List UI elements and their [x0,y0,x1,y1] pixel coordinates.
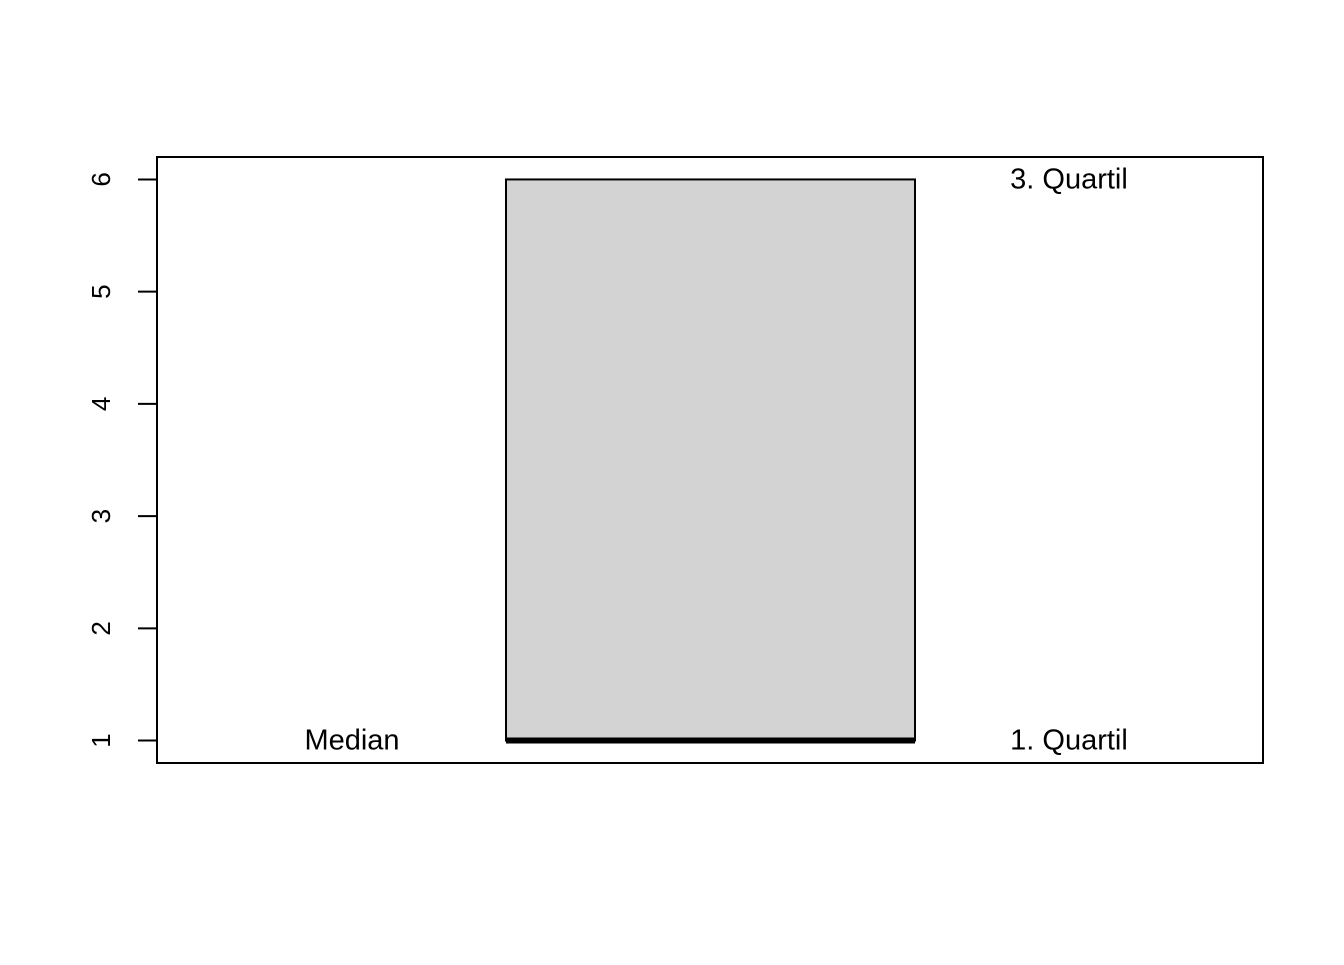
box-body [505,178,916,742]
annotation-label: 3. Quartil [1010,163,1128,195]
annotation-label: Median [304,725,399,757]
y-tick-label: 3 [86,509,116,523]
annotation-layer: Median 1. Quartil 3. Quartil [304,163,1127,756]
y-axis: 1 2 3 4 5 6 [86,172,158,748]
box-layer [505,178,916,744]
y-tick-label: 4 [86,397,116,411]
y-tick-label: 2 [86,621,116,635]
y-tick-label: 6 [86,172,116,186]
annotation-label: 1. Quartil [1010,725,1128,757]
y-tick-label: 1 [86,733,116,747]
y-tick-label: 5 [86,284,116,298]
